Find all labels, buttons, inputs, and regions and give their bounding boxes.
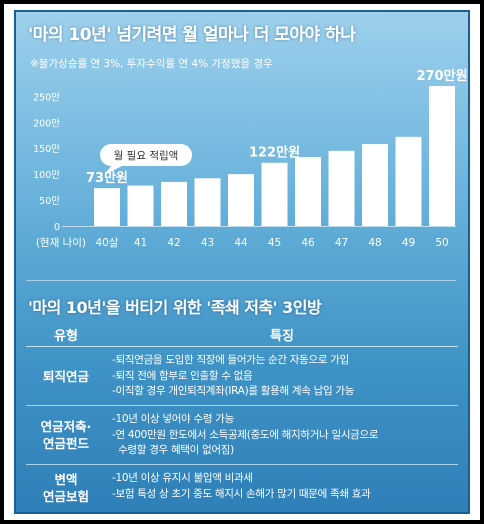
bar-chart: 0 50만 100만 150만 200만 250만 (현재 나이) 40살 41 42 43 44 45… [33,68,467,249]
feature-line: -이직할 경우 개인퇴직계좌(IRA)를 활용해 계속 납입 가능 [112,385,355,397]
x-tick-label: 45 [268,237,281,249]
feature-line: -퇴직연금을 도입한 직장에 들어가는 순간 자동으로 가입 [112,354,349,366]
table-row: 퇴직연금 -퇴직연금을 도입한 직장에 들어가는 순간 자동으로 가입 -퇴직 … [26,347,458,406]
row-type-line: 변액 [54,472,78,487]
x-tick-label: 44 [234,237,248,249]
row-type-line: 연금저축· [40,419,92,434]
bar [94,188,120,226]
y-tick-label: 200만 [33,118,60,129]
header-features: 특징 [270,328,294,344]
row-type-line: 연금펀드 [42,436,89,451]
feature-line: -연 400만원 한도에서 소득공제(중도에 해지하거나 일시금으로 [112,428,379,441]
row-features: -10년 이상 넣어야 수령 가능 -연 400만원 한도에서 소득공제(중도에… [106,406,458,464]
x-tick-label: 40살 [95,237,118,249]
feature-line: -10년 이상 유지시 불입액 비과세 [112,472,253,484]
bar [261,162,288,226]
row-type: 퇴직연금 [26,347,106,405]
x-axis-label: (현재 나이) [36,237,86,249]
y-tick-label: 100만 [33,170,60,181]
frame: '마의 10년' 넘기려면 월 얼마나 더 모아야 하나 ※물가상승률 연 3%… [4,4,480,520]
bar [328,150,355,226]
data-label: 73만원 [86,170,128,186]
x-tick-label: 46 [301,237,315,249]
feature-line: 수령할 경우 혜택이 없어짐) [112,444,234,456]
y-tick-label: 0 [54,222,60,233]
data-label: 270만원 [416,68,467,84]
section-title: '마의 10년'을 버티기 위한 '족쇄 저축' 3인방 [28,298,322,317]
bar [429,86,455,226]
chart-subtitle: ※물가상승률 연 3%, 투자수익률 연 4% 가정했을 경우 [30,58,273,70]
section-divider [26,280,456,281]
row-type: 연금저축· 연금펀드 [26,406,106,464]
row-type-line: 퇴직연금 [42,368,89,384]
bar [295,157,321,226]
bar [362,144,388,226]
x-tick-label: 50 [435,237,448,249]
x-tick-label: 47 [335,237,348,249]
header-type: 유형 [54,328,78,344]
bar [395,136,422,226]
savings-table: 유형 특징 퇴직연금 -퇴직연금을 도입한 직장에 들어가는 순간 자동으로 가… [26,322,458,511]
data-label: 122만원 [249,145,300,161]
x-tick-label: 42 [167,237,180,249]
y-tick-label: 150만 [33,144,60,155]
bar [228,174,254,226]
feature-line: -10년 이상 넣어야 수령 가능 [112,413,235,425]
bar [161,181,187,226]
bar [194,178,221,226]
feature-line: -보험 특성 상 초기 중도 해지시 손해가 많기 때문에 족쇄 효과 [112,487,371,500]
row-type-line: 연금보험 [42,489,89,504]
table-header: 유형 특징 [26,322,458,347]
x-tick-label: 48 [368,237,381,249]
table-row: 연금저축· 연금펀드 -10년 이상 넣어야 수령 가능 -연 400만원 한도에… [26,406,458,465]
feature-line: -퇴직 전에 함부로 인출할 수 없음 [112,369,253,382]
infographic-panel: '마의 10년' 넘기려면 월 얼마나 더 모아야 하나 ※물가상승률 연 3%… [14,10,470,514]
x-tick-label: 43 [201,237,214,249]
x-tick-label: 49 [402,237,415,249]
callout-pointer [104,165,124,175]
callout-text: 월 필요 적립액 [114,149,179,162]
x-tick-label: 41 [134,237,147,249]
row-features: -퇴직연금을 도입한 직장에 들어가는 순간 자동으로 가입 -퇴직 전에 함부… [106,347,458,405]
y-tick-label: 50만 [39,196,60,207]
row-features: -10년 이상 유지시 불입액 비과세 -보험 특성 상 초기 중도 해지시 손… [106,465,458,511]
chart-title: '마의 10년' 넘기려면 월 얼마나 더 모아야 하나 [28,25,356,45]
y-tick-label: 250만 [33,92,60,103]
bar [127,185,154,226]
callout-bubble [100,144,192,166]
